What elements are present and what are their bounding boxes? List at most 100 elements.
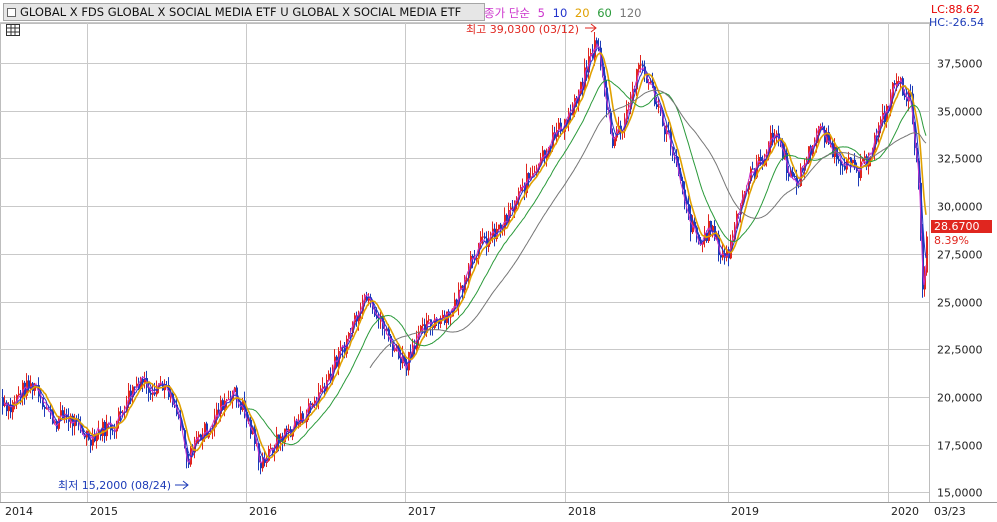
x-tick-label: 2016 xyxy=(249,505,277,518)
candle-body xyxy=(296,421,298,425)
candle-body xyxy=(94,434,96,442)
candle-body xyxy=(818,128,820,135)
candle-body xyxy=(438,321,440,324)
candle-body xyxy=(216,409,218,418)
high-annotation: 최고 39,0300 (03/12) xyxy=(466,23,579,36)
candle-body xyxy=(848,157,850,160)
candle-body xyxy=(466,278,468,280)
candle-body xyxy=(282,436,284,443)
candle-body xyxy=(772,132,774,138)
candle-body xyxy=(44,406,46,409)
candle-body xyxy=(546,154,548,158)
candle-body xyxy=(300,413,302,423)
candle-body xyxy=(270,447,272,449)
candle-body xyxy=(422,324,424,326)
candle-body xyxy=(308,403,310,415)
x-tick-label: 2019 xyxy=(731,505,759,518)
candle-body xyxy=(516,199,518,204)
candle-body xyxy=(14,401,16,403)
candle-body xyxy=(312,403,314,406)
candle-body xyxy=(482,236,484,238)
ma-legend: 종가 단순 5 10 20 60 120 xyxy=(484,5,645,21)
candle-body xyxy=(476,257,478,260)
candle-body xyxy=(198,434,200,438)
candle-body xyxy=(576,98,578,104)
candle-body xyxy=(566,119,568,125)
candle-body xyxy=(18,393,20,396)
candle-body xyxy=(34,385,36,391)
candle-body xyxy=(626,109,628,120)
candle-body xyxy=(760,157,762,161)
hc-label: HC:-26.54 xyxy=(929,16,985,29)
candle-body xyxy=(460,285,462,290)
candle-body xyxy=(150,392,152,395)
candle-body xyxy=(802,167,804,171)
candle-body xyxy=(780,139,782,144)
candle-body xyxy=(406,364,408,371)
candle-body xyxy=(794,175,796,177)
candle-body xyxy=(852,159,854,164)
candle-body xyxy=(602,66,604,76)
candle-body xyxy=(682,180,684,190)
y-tick-label: 27,5000 xyxy=(937,249,983,262)
ma120-line xyxy=(369,89,927,369)
title-box[interactable]: GLOBAL X FDS GLOBAL X SOCIAL MEDIA ETF U… xyxy=(3,3,485,21)
candle-body xyxy=(134,386,136,388)
candle-body xyxy=(410,352,412,359)
candle-body xyxy=(862,158,864,162)
candle-body xyxy=(248,419,250,421)
candle-body xyxy=(888,105,890,112)
candle-body xyxy=(896,81,898,85)
candle-body xyxy=(480,236,482,244)
candle-body xyxy=(898,81,900,83)
candle-body xyxy=(392,341,394,351)
change-percent: 8.39% xyxy=(934,234,969,247)
candle-body xyxy=(158,384,160,387)
candle-body xyxy=(702,241,704,245)
candle-body xyxy=(104,421,106,437)
candle-body xyxy=(328,373,330,381)
candle-body xyxy=(24,382,26,396)
candle-body xyxy=(302,413,304,422)
candle-body xyxy=(634,88,636,90)
candle-body xyxy=(740,205,742,215)
grid-icon[interactable] xyxy=(6,24,20,36)
candle-body xyxy=(810,146,812,155)
candle-body xyxy=(60,410,62,417)
lc-label: LC:88.62 xyxy=(931,3,981,16)
candle-body xyxy=(816,134,818,144)
candle-body xyxy=(714,226,716,238)
legend-ma20: 20 xyxy=(574,6,590,20)
ma5-line xyxy=(3,42,927,464)
candle-body xyxy=(30,383,32,389)
y-tick-label: 25,0000 xyxy=(937,297,983,310)
candle-body xyxy=(658,106,660,108)
candle-body xyxy=(904,95,906,98)
y-tick-label: 15,0000 xyxy=(937,487,983,500)
candle-body xyxy=(284,428,286,443)
candle-body xyxy=(82,428,84,435)
candle-body xyxy=(500,224,502,230)
candle-body xyxy=(210,430,212,434)
candle-body xyxy=(112,430,114,432)
candle-body xyxy=(90,439,92,446)
candle-body xyxy=(838,159,840,162)
candle-body xyxy=(710,220,712,232)
y-tick-label: 37,5000 xyxy=(937,58,983,71)
candle-body xyxy=(842,165,844,167)
candle-body xyxy=(778,133,780,140)
candle-body xyxy=(754,169,756,178)
candle-body xyxy=(196,437,198,443)
high-arrow xyxy=(585,23,597,33)
candle-body xyxy=(544,150,546,158)
y-tick-label: 30,0000 xyxy=(937,201,983,214)
candle-body xyxy=(204,423,206,437)
candle-body xyxy=(130,390,132,398)
checkbox-icon[interactable] xyxy=(7,8,16,17)
ma60-line xyxy=(247,79,927,446)
candle-body xyxy=(492,228,494,237)
candle-body xyxy=(826,132,828,143)
candle-body xyxy=(542,150,544,160)
x-tick-label: 2014 xyxy=(5,505,33,518)
